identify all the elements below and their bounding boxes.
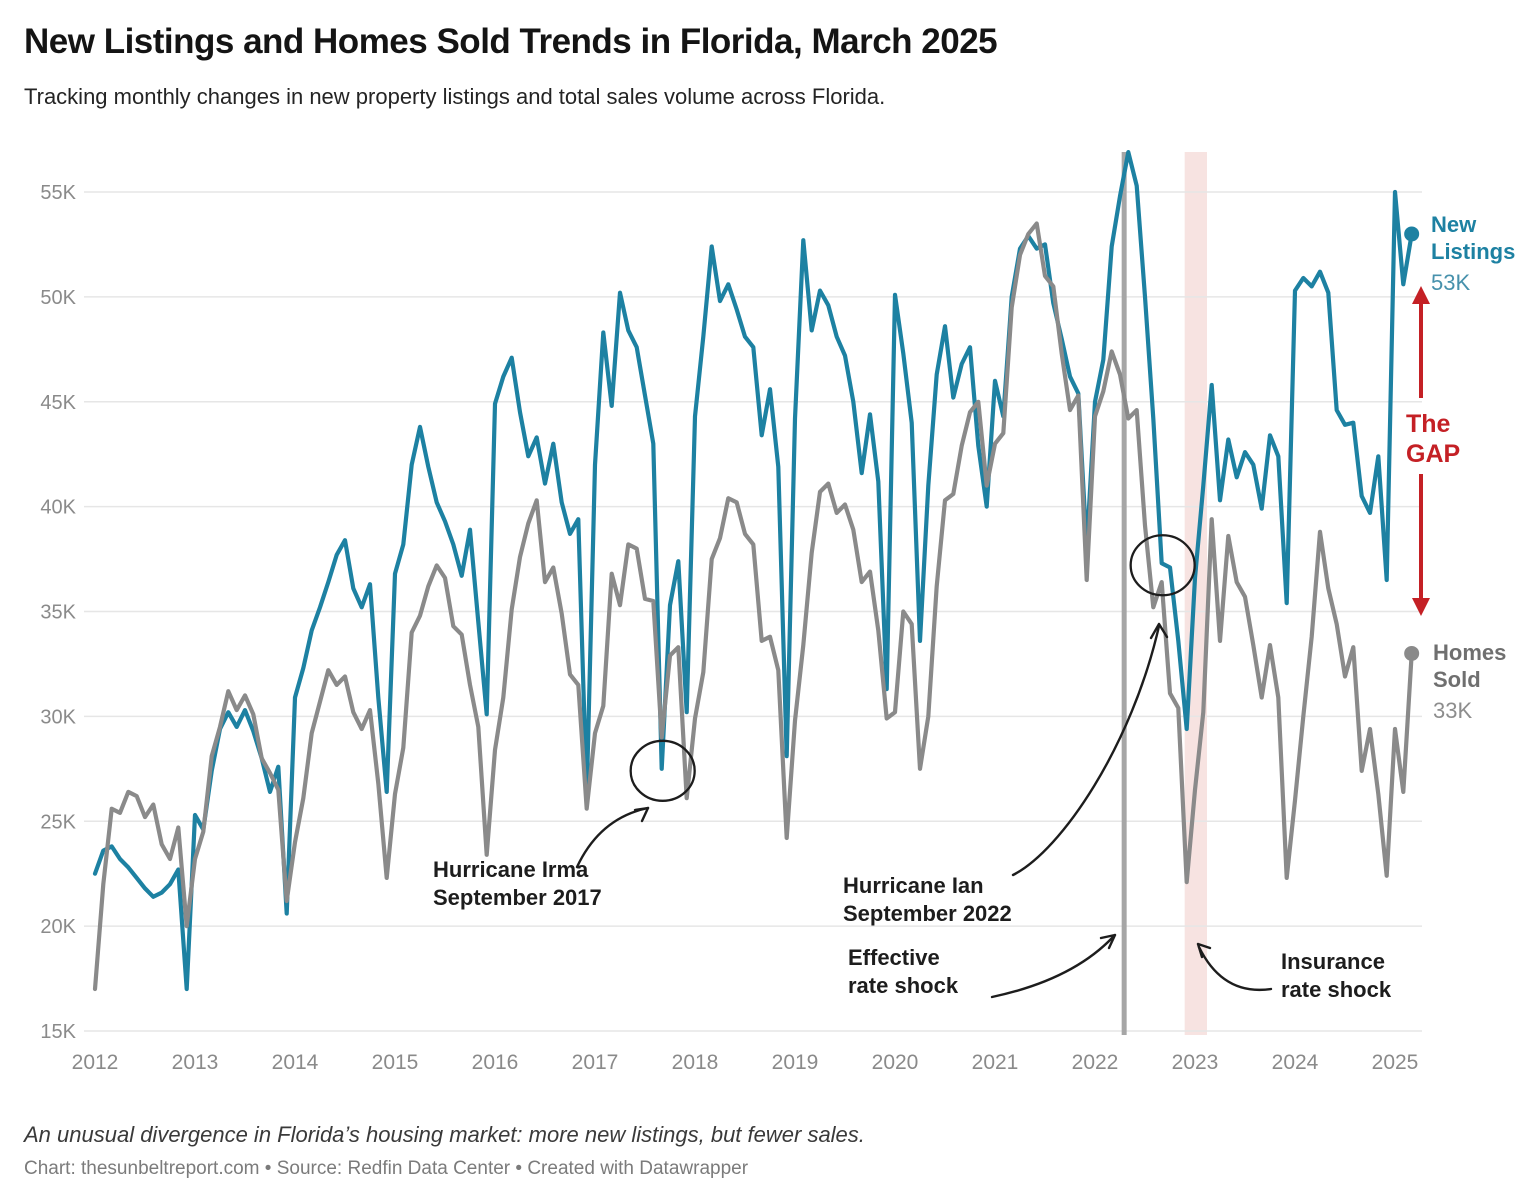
gap-arrow-up-head [1412, 286, 1430, 304]
chart-subtitle: Tracking monthly changes in new property… [24, 84, 886, 109]
new-listings-value-label: 53K [1431, 270, 1471, 295]
y-axis-tick: 20K [40, 916, 76, 938]
x-axis-tick: 2012 [72, 1051, 119, 1074]
x-axis-tick: 2017 [572, 1051, 619, 1074]
insurance-shock-arrow [1197, 945, 1273, 992]
y-axis-tick: 50K [40, 287, 76, 309]
y-axis-tick: 55K [40, 182, 76, 204]
gap-label: The GAP [1406, 410, 1461, 468]
y-axis-tick: 35K [40, 602, 76, 624]
x-axis-tick: 2025 [1372, 1051, 1419, 1074]
new-listings-line-end-dot [1404, 226, 1420, 242]
gap-arrow-down-head [1412, 598, 1430, 616]
effective-shock-arrow [990, 935, 1115, 999]
x-axis-tick: 2015 [372, 1051, 419, 1074]
homes-sold-line-end-dot [1404, 645, 1420, 661]
effective-shock-line [1121, 152, 1127, 1035]
x-axis-tick: 2018 [672, 1051, 719, 1074]
homes-sold-series-label: Homes Sold [1433, 640, 1507, 692]
effective-shock-arrow-head [1099, 933, 1117, 950]
footer-credits: Chart: thesunbeltreport.com • Source: Re… [24, 1158, 749, 1179]
x-axis-tick: 2016 [472, 1051, 519, 1074]
irma-arrow-head [633, 806, 650, 823]
homes-sold-line [92, 221, 1414, 992]
irma-circle [629, 739, 696, 802]
ian-arrow [1011, 624, 1161, 877]
homes-sold-value-label: 33K [1433, 698, 1473, 723]
ian-arrow-head [1149, 622, 1169, 640]
x-axis-tick: 2019 [772, 1051, 819, 1074]
y-axis-tick: 15K [40, 1021, 76, 1043]
x-axis-tick: 2020 [872, 1051, 919, 1074]
annotation-effective-rate-shock: Effective rate shock [848, 945, 959, 998]
new-listings-series-label: New Listings [1431, 212, 1516, 264]
footer-note: An unusual divergence in Florida’s housi… [24, 1122, 865, 1147]
annotation-hurricane-ian: Hurricane Ian September 2022 [843, 873, 1012, 926]
y-axis-tick: 25K [40, 811, 76, 833]
annotation-hurricane-irma: Hurricane Irma September 2017 [433, 857, 602, 910]
x-axis-tick: 2024 [1272, 1051, 1319, 1074]
x-axis-tick: 2023 [1172, 1051, 1219, 1074]
new-listings-line [92, 150, 1414, 992]
x-axis-tick: 2021 [972, 1051, 1019, 1074]
y-axis-tick: 30K [40, 706, 76, 728]
x-axis-tick: 2022 [1072, 1051, 1119, 1074]
x-axis-tick: 2013 [172, 1051, 219, 1074]
y-axis-tick: 45K [40, 392, 76, 414]
ian-circle [1129, 534, 1196, 597]
page-title: New Listings and Homes Sold Trends in Fl… [24, 22, 998, 61]
y-axis-tick: 40K [40, 497, 76, 519]
annotation-insurance-rate-shock: Insurance rate shock [1281, 949, 1392, 1002]
insurance-shock-arrow-head [1196, 942, 1212, 959]
x-axis-tick: 2014 [272, 1051, 319, 1074]
